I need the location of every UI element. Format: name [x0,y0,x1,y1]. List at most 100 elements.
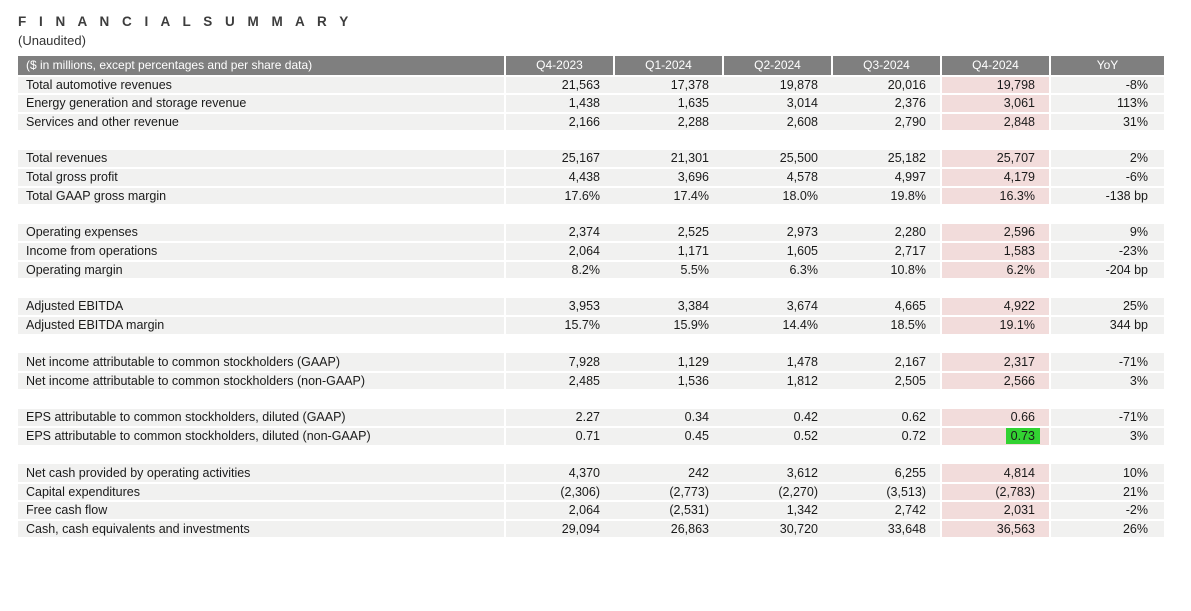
value-cell: 33,648 [832,519,941,539]
value-cell-highlight-column: 6.2% [940,260,1051,280]
value-cell: 0.62 [832,408,941,428]
yoy-value-cell: -138 bp [1050,186,1164,206]
header-units-note: ($ in millions, except percentages and p… [18,56,505,77]
yoy-value-cell: -71% [1050,353,1164,373]
section-spacer-row [18,445,1164,464]
green-highlighted-value: 0.73 [1005,428,1040,444]
value-cell: 2,790 [832,112,941,132]
metric-label: EPS attributable to common stockholders,… [18,427,506,447]
table-row: Capital expenditures (2,306) (2,773) (2,270… [18,482,1164,502]
metric-label: Total revenues [18,149,506,169]
table-row: Total automotive revenues 21,563 17,378 19,… [18,75,1164,95]
value-cell: 6,255 [832,464,941,484]
table-row: EPS attributable to common stockholders,… [18,427,1164,447]
table-row: EPS attributable to common stockholders,… [18,408,1164,428]
value-cell: 2,166 [505,112,614,132]
page-subtitle: (Unaudited) [18,33,86,48]
yoy-value-cell: 9% [1050,223,1164,243]
metric-label: Services and other revenue [18,112,506,132]
section-spacer-row [18,131,1164,150]
value-cell: 29,094 [505,519,614,539]
value-cell: 2,376 [832,94,941,114]
value-cell: 21,563 [505,75,614,95]
value-cell: 1,129 [614,353,723,373]
header-q4-2023: Q4-2023 [504,56,614,77]
value-cell-highlight-column: (2,783) [940,482,1051,502]
table-header-row: ($ in millions, except percentages and p… [18,56,1164,77]
table-row: Total gross profit 4,438 3,696 4,578 4,997 4,… [18,168,1164,188]
value-cell-highlight-column: 2,848 [940,112,1051,132]
spacer-cell [18,390,1164,409]
value-cell: 7,928 [505,353,614,373]
yoy-value-cell: -6% [1050,168,1164,188]
value-cell-highlight-column: 0.73 [940,427,1051,447]
header-q2-2024: Q2-2024 [722,56,832,77]
yoy-value-cell: -204 bp [1050,260,1164,280]
metric-label: Free cash flow [18,501,506,521]
value-cell-highlight-column: 16.3% [940,186,1051,206]
value-cell: 3,014 [723,94,832,114]
table-row: Income from operations 2,064 1,171 1,605 2,7… [18,242,1164,262]
value-cell: 17,378 [614,75,723,95]
section-spacer-row [18,279,1164,298]
value-cell: 8.2% [505,260,614,280]
value-cell: 1,438 [505,94,614,114]
value-cell: (3,513) [832,482,941,502]
value-cell: 5.5% [614,260,723,280]
value-cell: 0.71 [505,427,614,447]
section-spacer-row [18,390,1164,409]
value-cell: 19.8% [832,186,941,206]
value-cell: 0.52 [723,427,832,447]
value-cell: 1,478 [723,353,832,373]
value-cell: 2,485 [505,371,614,391]
value-cell: 20,016 [832,75,941,95]
value-cell-highlight-column: 1,583 [940,242,1051,262]
metric-label: Adjusted EBITDA [18,297,506,317]
yoy-value-cell: 2% [1050,149,1164,169]
value-cell-highlight-column: 19.1% [940,316,1051,336]
table-row: Energy generation and storage revenue 1,4… [18,94,1164,114]
value-cell: 1,171 [614,242,723,262]
table-row: Cash, cash equivalents and investments 29… [18,519,1164,539]
value-cell: 2,973 [723,223,832,243]
yoy-value-cell: 25% [1050,297,1164,317]
metric-label: Net cash provided by operating activitie… [18,464,506,484]
value-cell: 14.4% [723,316,832,336]
metric-label: Net income attributable to common stockh… [18,371,506,391]
table-row: Operating expenses 2,374 2,525 2,973 2,280 2,… [18,223,1164,243]
metric-label: Total automotive revenues [18,75,506,95]
value-cell: 2,505 [832,371,941,391]
table-row: Total GAAP gross margin 17.6% 17.4% 18.0% 19… [18,186,1164,206]
value-cell: (2,531) [614,501,723,521]
metric-label: Total gross profit [18,168,506,188]
value-cell: (2,306) [505,482,614,502]
value-cell: 19,878 [723,75,832,95]
value-cell: (2,773) [614,482,723,502]
yoy-value-cell: -23% [1050,242,1164,262]
value-cell: 2,374 [505,223,614,243]
value-cell-highlight-column: 2,317 [940,353,1051,373]
value-cell: 17.6% [505,186,614,206]
value-cell: 2,064 [505,501,614,521]
yoy-value-cell: -2% [1050,501,1164,521]
table-row: Free cash flow 2,064 (2,531) 1,342 2,742 2,03… [18,501,1164,521]
value-cell: 1,605 [723,242,832,262]
yoy-value-cell: 26% [1050,519,1164,539]
table-row: Net cash provided by operating activitie… [18,464,1164,484]
yoy-value-cell: 31% [1050,112,1164,132]
value-cell: 25,167 [505,149,614,169]
metric-label: Capital expenditures [18,482,506,502]
metric-label: Operating expenses [18,223,506,243]
value-cell: 2,280 [832,223,941,243]
value-cell: 2,608 [723,112,832,132]
value-cell: 2,064 [505,242,614,262]
value-cell: 21,301 [614,149,723,169]
metric-label: Adjusted EBITDA margin [18,316,506,336]
value-cell: 2,288 [614,112,723,132]
value-cell: 4,578 [723,168,832,188]
value-cell: 1,342 [723,501,832,521]
value-cell-highlight-column: 19,798 [940,75,1051,95]
page-title: F I N A N C I A L S U M M A R Y [18,14,353,29]
header-yoy: YoY [1049,56,1164,77]
value-cell-highlight-column: 0.66 [940,408,1051,428]
